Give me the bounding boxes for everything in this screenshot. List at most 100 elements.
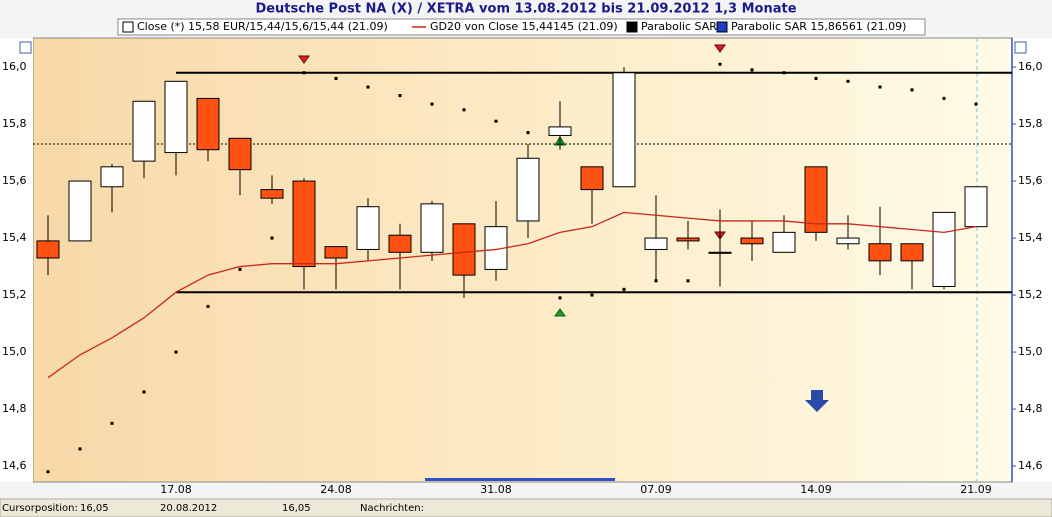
plot-area bbox=[32, 37, 1013, 483]
left-axis-area bbox=[0, 38, 33, 482]
y-tick-label: 15,0 bbox=[2, 345, 27, 358]
sar-dot bbox=[558, 296, 562, 300]
candle-body bbox=[420, 203, 444, 253]
signal-marker bbox=[554, 308, 566, 317]
candle-body bbox=[900, 243, 924, 262]
x-tick-label: 14.09 bbox=[800, 483, 832, 496]
candle-body bbox=[708, 251, 732, 254]
candle-body bbox=[100, 166, 124, 188]
x-tick-label: 07.09 bbox=[640, 483, 672, 496]
sar-dot bbox=[686, 279, 690, 283]
candle-body bbox=[516, 157, 540, 222]
candle-body bbox=[548, 126, 572, 136]
legend-label: Close (*) 15,58 EUR/15,44/15,6/15,44 (21… bbox=[137, 20, 388, 33]
candle-body bbox=[836, 237, 860, 245]
sar-dot bbox=[526, 131, 530, 135]
sar-dot bbox=[142, 390, 146, 394]
sar-dot bbox=[462, 108, 466, 112]
status-value: 16,05 bbox=[80, 503, 109, 514]
signal-marker bbox=[714, 44, 726, 53]
sar-dot bbox=[750, 68, 754, 72]
status-label: Nachrichten: bbox=[360, 503, 424, 514]
legend-label: Parabolic SAR bbox=[641, 20, 717, 33]
status-bar: Cursorposition: 16,05 20.08.2012 16,05 N… bbox=[0, 498, 1052, 517]
sar-dot bbox=[654, 279, 658, 283]
candle-body bbox=[676, 237, 700, 242]
candle-body bbox=[260, 189, 284, 199]
candle-body bbox=[772, 231, 796, 253]
sar-dot bbox=[718, 62, 722, 66]
candle-body bbox=[804, 166, 828, 233]
y-tick-label: 15,6 bbox=[2, 174, 27, 187]
candle-body bbox=[132, 100, 156, 162]
candle-body bbox=[196, 97, 220, 151]
sar-dot bbox=[590, 293, 594, 297]
x-tick-label: 17.08 bbox=[160, 483, 192, 496]
y-tick-label: 14,6 bbox=[1018, 459, 1043, 472]
legend-label: GD20 von Close 15,44145 (21.09) bbox=[430, 20, 618, 33]
candle-body bbox=[292, 180, 316, 268]
y-tick-label: 16,0 bbox=[2, 60, 27, 73]
candle-body bbox=[964, 186, 988, 228]
sar-dot bbox=[270, 236, 274, 240]
legend-swatch bbox=[626, 21, 638, 33]
sar-dot bbox=[878, 85, 882, 89]
scale-button[interactable] bbox=[19, 41, 32, 54]
y-tick-label: 15,2 bbox=[2, 288, 27, 301]
sar-dot bbox=[942, 96, 946, 100]
y-tick-label: 15,4 bbox=[1018, 231, 1043, 244]
status-label: Cursorposition: bbox=[2, 503, 78, 514]
sar-dot bbox=[910, 88, 914, 92]
y-tick-label: 15,6 bbox=[1018, 174, 1043, 187]
sar-dot bbox=[846, 79, 850, 83]
status-background bbox=[0, 498, 1052, 517]
arrow-marker bbox=[805, 390, 829, 412]
y-tick-label: 15,0 bbox=[1018, 345, 1043, 358]
x-tick-label: 24.08 bbox=[320, 483, 352, 496]
candle-body bbox=[356, 206, 380, 250]
candle-body bbox=[644, 237, 668, 250]
y-tick-label: 15,2 bbox=[1018, 288, 1043, 301]
sar-dot bbox=[366, 85, 370, 89]
candle-body bbox=[580, 166, 604, 191]
y-tick-label: 15,8 bbox=[2, 117, 27, 130]
candle-body bbox=[68, 180, 92, 242]
signal-marker bbox=[298, 55, 310, 64]
status-value: 16,05 bbox=[282, 503, 311, 514]
candle-body bbox=[164, 80, 188, 154]
scrollbar[interactable] bbox=[425, 478, 615, 481]
y-tick-label: 14,8 bbox=[1018, 402, 1043, 415]
candle-body bbox=[932, 211, 956, 288]
legend-swatch bbox=[716, 21, 728, 33]
sar-dot bbox=[78, 447, 82, 451]
y-tick-label: 15,8 bbox=[1018, 117, 1043, 130]
y-tick-label: 14,8 bbox=[2, 402, 27, 415]
sar-dot bbox=[46, 470, 50, 474]
chart-title: Deutsche Post NA (X) / XETRA vom 13.08.2… bbox=[255, 2, 796, 17]
sar-dot bbox=[430, 102, 434, 106]
candle-body bbox=[868, 243, 892, 262]
candle-body bbox=[388, 234, 412, 253]
sar-dot bbox=[238, 267, 242, 271]
sar-dot bbox=[398, 94, 402, 98]
candle-body bbox=[740, 237, 764, 245]
legend-swatch bbox=[122, 21, 134, 33]
sar-dot bbox=[974, 102, 978, 106]
candle-body bbox=[452, 223, 476, 276]
candle-body bbox=[612, 72, 636, 188]
x-tick-label: 31.08 bbox=[480, 483, 512, 496]
y-tick-label: 16,0 bbox=[1018, 60, 1043, 73]
sar-dot bbox=[206, 304, 210, 308]
right-axis-area bbox=[1012, 38, 1052, 482]
sar-dot bbox=[494, 119, 498, 123]
moving-average-line bbox=[47, 211, 977, 379]
sar-dot bbox=[814, 76, 818, 80]
candle-body bbox=[324, 246, 348, 259]
menu-button[interactable] bbox=[1014, 41, 1027, 54]
candle-body bbox=[36, 240, 60, 259]
legend-label: Parabolic SAR 15,86561 (21.09) bbox=[731, 20, 906, 33]
sar-dot bbox=[622, 287, 626, 291]
candle-body bbox=[228, 137, 252, 171]
